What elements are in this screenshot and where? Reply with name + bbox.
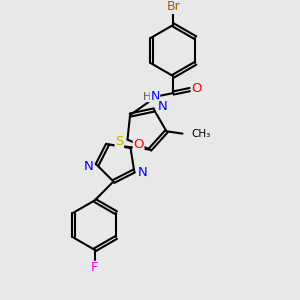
Text: N: N (150, 90, 160, 103)
Text: H: H (143, 92, 151, 101)
Text: F: F (91, 261, 98, 274)
Text: N: N (84, 160, 94, 173)
Text: N: N (158, 100, 167, 113)
Text: Br: Br (167, 0, 180, 14)
Text: N: N (138, 166, 148, 179)
Text: O: O (191, 82, 202, 94)
Text: O: O (134, 138, 144, 151)
Text: CH₃: CH₃ (191, 129, 211, 139)
Text: S: S (115, 134, 124, 148)
